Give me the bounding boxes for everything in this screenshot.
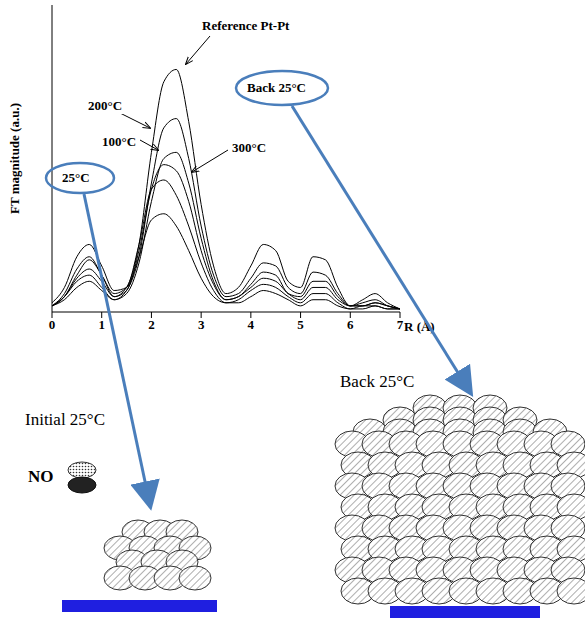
svg-text:5: 5 xyxy=(297,317,304,332)
html-text:25°C: 25°C xyxy=(62,170,90,185)
svg-text:3: 3 xyxy=(198,317,205,332)
html-text:Back 25°C: Back 25°C xyxy=(247,80,306,95)
svg-text:6: 6 xyxy=(347,317,354,332)
svg-text:7: 7 xyxy=(397,317,404,332)
html-text:Initial 25°C: Initial 25°C xyxy=(25,410,105,429)
html-text:300°C: 300°C xyxy=(232,140,267,155)
svg-text:FT magnitude (a.u.): FT magnitude (a.u.) xyxy=(7,103,22,214)
svg-text:1: 1 xyxy=(98,317,105,332)
html-text:200°C: 200°C xyxy=(88,98,123,113)
html-text:100°C: 100°C xyxy=(102,134,137,149)
svg-text:2: 2 xyxy=(148,317,155,332)
svg-text:R (Å): R (Å) xyxy=(404,318,435,334)
html-text:NO: NO xyxy=(28,467,54,486)
html-text:Reference Pt-Pt: Reference Pt-Pt xyxy=(202,18,290,33)
html-text:Back 25°C: Back 25°C xyxy=(340,372,415,391)
svg-text:0: 0 xyxy=(49,317,56,332)
svg-text:4: 4 xyxy=(248,317,255,332)
